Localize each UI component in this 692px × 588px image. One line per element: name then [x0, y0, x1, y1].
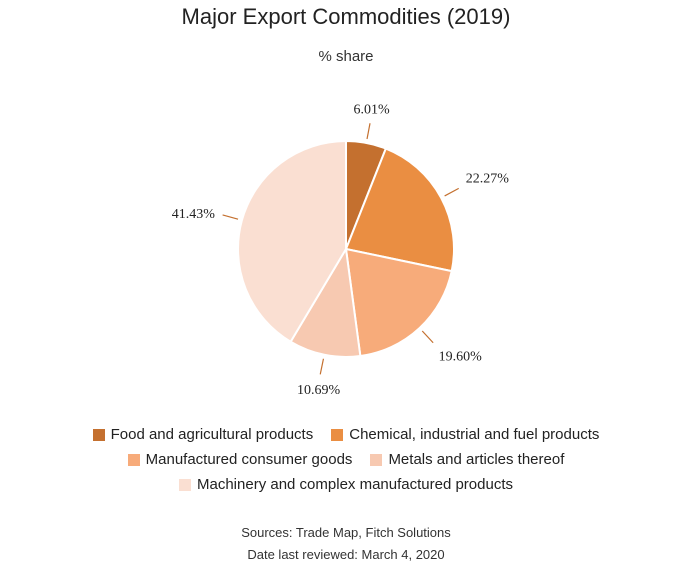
legend-row-1: Food and agricultural products Chemical,…	[92, 426, 599, 443]
legend-label-food: Food and agricultural products	[110, 426, 314, 443]
label-leader-line	[444, 187, 460, 197]
pie-chart: 6.01% 22.27% 19.60% 10.69% 41.43%	[172, 102, 510, 398]
legend-swatch-chemical	[331, 428, 344, 441]
pie-data-label: 22.27%	[466, 172, 510, 187]
date-reviewed-note: Date last reviewed: March 4, 2020	[247, 547, 445, 562]
pie-slice[interactable]	[289, 246, 362, 358]
chart-title: Major Export Commodities (2019)	[181, 4, 511, 29]
sources-note: Sources: Trade Map, Fitch Solutions	[241, 525, 451, 540]
legend-item-machinery[interactable]: Machinery and complex manufactured produ…	[179, 476, 513, 493]
legend-label-metals: Metals and articles thereof	[388, 451, 565, 468]
legend-label-chemical: Chemical, industrial and fuel products	[349, 426, 600, 443]
legend-item-metals[interactable]: Metals and articles thereof	[370, 451, 564, 468]
pie-data-label: 41.43%	[172, 207, 216, 222]
footer: Sources: Trade Map, Fitch Solutions Date…	[0, 522, 692, 566]
legend-swatch-metals	[370, 453, 383, 466]
legend-label-machinery: Machinery and complex manufactured produ…	[197, 476, 513, 493]
pie-slice[interactable]	[237, 139, 347, 344]
legend-item-food[interactable]: Food and agricultural products	[92, 426, 314, 443]
legend-swatch-food	[92, 428, 105, 441]
legend-row-2: Manufactured consumer goods Metals and a…	[127, 451, 564, 468]
label-leader-line	[222, 214, 239, 220]
pie-slice[interactable]	[344, 147, 455, 273]
legend-swatch-consumer-goods	[127, 453, 140, 466]
legend-row-3: Machinery and complex manufactured produ…	[179, 476, 513, 493]
legend-item-chemical[interactable]: Chemical, industrial and fuel products	[331, 426, 599, 443]
legend-swatch-machinery	[179, 478, 191, 491]
label-leader-line	[421, 330, 434, 344]
label-leader-line	[319, 358, 325, 375]
legend-item-consumer-goods[interactable]: Manufactured consumer goods	[127, 451, 353, 468]
pie-data-label: 6.01%	[353, 102, 390, 117]
legend-label-consumer-goods: Manufactured consumer goods	[145, 451, 353, 468]
chart-subtitle: % share	[318, 48, 374, 65]
legend: Food and agricultural products Chemical,…	[40, 426, 652, 493]
pie-data-label: 10.69%	[297, 383, 341, 398]
pie-slice[interactable]	[344, 247, 453, 358]
pie-data-label: 19.60%	[439, 350, 483, 365]
label-leader-line	[366, 123, 371, 140]
